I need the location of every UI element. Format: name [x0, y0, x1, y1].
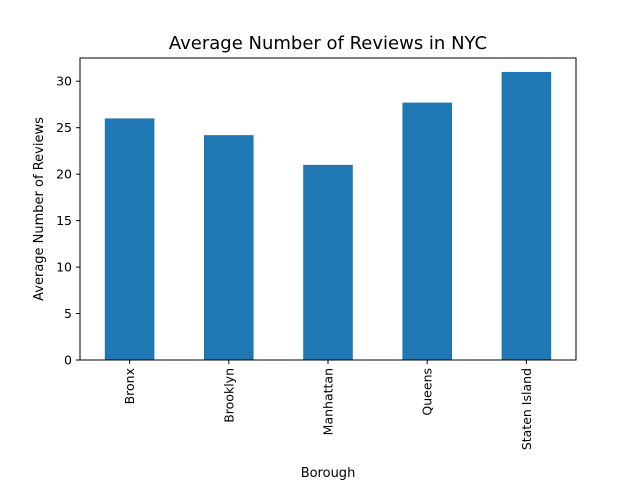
- chart-title: Average Number of Reviews in NYC: [169, 33, 487, 54]
- bar-staten-island: [501, 71, 552, 360]
- x-tick-label: Queens: [420, 368, 435, 416]
- bars-group: [104, 71, 552, 361]
- x-tick-label: Manhattan: [321, 368, 336, 435]
- bar-bronx: [104, 118, 155, 361]
- x-tick-label: Bronx: [122, 368, 137, 404]
- bar-queens: [402, 102, 452, 360]
- x-tick-label: Brooklyn: [221, 368, 236, 423]
- y-axis-ticks: 0 5 10 15 20 25 30: [56, 74, 80, 368]
- y-tick-label: 10: [56, 260, 72, 275]
- bar-manhattan: [303, 164, 353, 360]
- y-tick-label: 25: [56, 120, 72, 135]
- y-tick-label: 30: [56, 74, 72, 89]
- y-tick-label: 5: [64, 306, 72, 321]
- x-axis-label: Borough: [301, 466, 356, 480]
- y-axis-label: Average Number of Reviews: [32, 117, 47, 301]
- x-axis-ticks: Bronx Brooklyn Manhattan Queens Staten Islan…: [122, 360, 534, 450]
- bar-brooklyn: [204, 135, 254, 360]
- y-tick-label: 0: [64, 353, 72, 368]
- y-tick-label: 15: [56, 213, 72, 228]
- x-tick-label: Staten Island: [519, 368, 534, 450]
- y-tick-label: 20: [56, 167, 72, 182]
- plot-frame: [79, 57, 577, 361]
